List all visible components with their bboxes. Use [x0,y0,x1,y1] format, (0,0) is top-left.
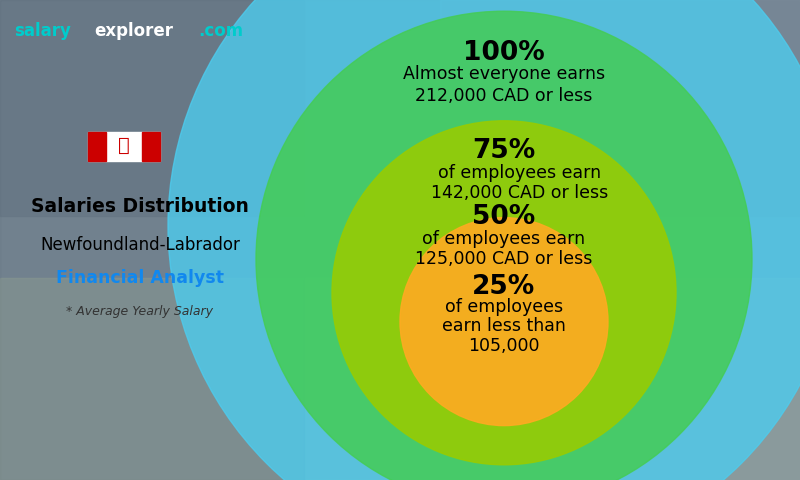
Bar [0,278,800,480]
Bar [88,132,106,161]
Text: of employees earn: of employees earn [422,229,586,248]
Text: Almost everyone earns: Almost everyone earns [403,65,605,84]
Text: 100%: 100% [463,40,545,66]
Text: 105,000: 105,000 [468,336,540,355]
Text: earn less than: earn less than [442,317,566,336]
Text: of employees earn: of employees earn [438,164,602,182]
Text: 125,000 CAD or less: 125,000 CAD or less [415,250,593,268]
Text: 212,000 CAD or less: 212,000 CAD or less [415,87,593,105]
Ellipse shape [400,217,608,426]
Text: * Average Yearly Salary: * Average Yearly Salary [66,305,214,319]
Text: Salaries Distribution: Salaries Distribution [31,197,249,216]
Bar [88,132,160,161]
Ellipse shape [168,0,800,480]
Text: 50%: 50% [472,204,536,230]
Text: Financial Analyst: Financial Analyst [56,269,224,288]
Bar [142,132,160,161]
Text: salary: salary [14,22,71,40]
Text: Newfoundland-Labrador: Newfoundland-Labrador [40,236,240,254]
Ellipse shape [256,11,752,480]
Text: .com: .com [198,22,243,40]
Text: explorer: explorer [94,22,174,40]
Ellipse shape [332,121,676,465]
Text: 25%: 25% [472,274,536,300]
Text: 🍁: 🍁 [118,136,130,155]
Bar [0,0,800,216]
Text: 75%: 75% [472,138,536,164]
Bar [0,0,304,480]
Bar [440,0,800,480]
Text: 142,000 CAD or less: 142,000 CAD or less [431,184,609,203]
Text: of employees: of employees [445,298,563,316]
